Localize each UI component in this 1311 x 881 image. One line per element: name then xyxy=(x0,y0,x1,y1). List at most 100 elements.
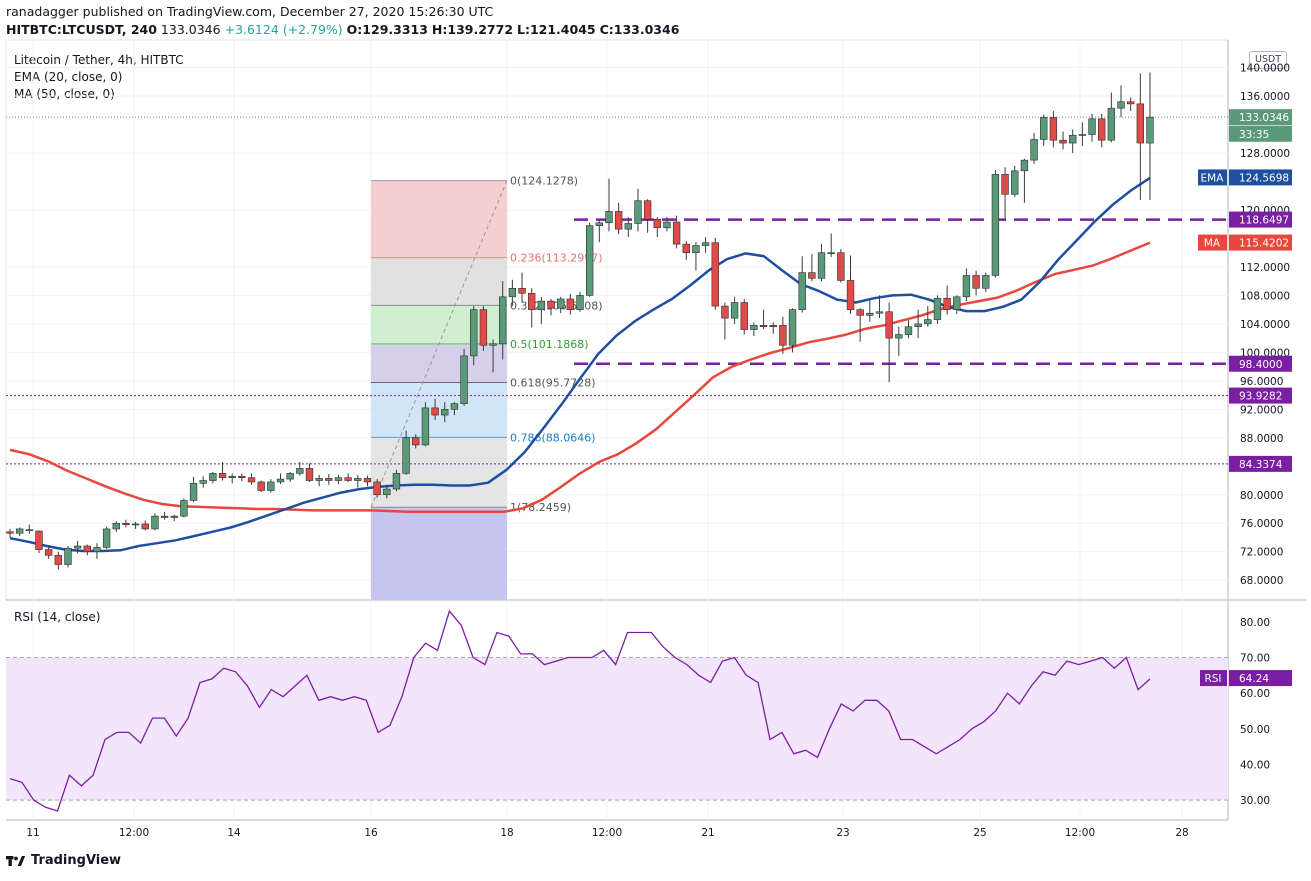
candle-body xyxy=(363,478,372,483)
legend-title[interactable]: Litecoin / Tether, 4h, HITBTC xyxy=(14,53,184,67)
fib-band xyxy=(371,180,507,258)
candle-body xyxy=(392,473,401,490)
time-tick-label: 28 xyxy=(1175,827,1188,839)
candle-body xyxy=(93,547,101,553)
candle-body xyxy=(885,311,893,339)
ema-price-label-bg xyxy=(1229,169,1292,186)
candle-body xyxy=(1030,139,1038,161)
candle-body xyxy=(1001,174,1009,195)
candle-body xyxy=(160,515,169,518)
fib-band xyxy=(371,382,507,438)
candle-body xyxy=(44,549,53,556)
price-tick-label: 108.0000 xyxy=(1240,290,1290,302)
legend-ma[interactable]: MA (50, close, 0) xyxy=(14,87,115,101)
candle-body xyxy=(344,477,352,481)
candle-body xyxy=(180,500,188,517)
candle-body xyxy=(479,309,488,346)
tradingview-icon xyxy=(6,855,26,866)
candle-body xyxy=(83,545,91,553)
fib-label: 0.5(101.1868) xyxy=(510,338,589,351)
candle-body xyxy=(354,478,362,481)
legend-ema[interactable]: EMA (20, close, 0) xyxy=(14,70,123,84)
countdown-label: 33:35 xyxy=(1239,129,1269,141)
candle-body xyxy=(189,483,198,501)
time-tick-label: 14 xyxy=(227,827,241,839)
candle-body xyxy=(421,407,430,446)
candle-body xyxy=(238,475,246,478)
candle-body xyxy=(286,473,294,480)
header: ranadagger published on TradingView.com,… xyxy=(6,3,679,39)
candle-body xyxy=(1136,103,1145,144)
candle-body xyxy=(122,522,130,525)
candle-body xyxy=(15,528,24,534)
fib-band xyxy=(371,257,507,306)
high-value: H:139.2772 xyxy=(431,22,514,37)
fib-label: 0.236(113.2997) xyxy=(510,252,603,265)
candle-body xyxy=(518,287,526,294)
rsi-tag-bg xyxy=(1200,670,1227,687)
candle-body xyxy=(73,545,82,549)
fib-band xyxy=(371,343,507,383)
candle-body xyxy=(759,325,768,328)
candle-body xyxy=(1020,159,1029,172)
candle-body xyxy=(788,309,797,346)
candle-body xyxy=(769,325,777,328)
candle-body xyxy=(199,480,207,484)
candle-body xyxy=(412,437,420,446)
candle-body xyxy=(54,554,62,565)
time-tick-label: 16 xyxy=(364,827,378,839)
symbol[interactable]: HITBTC:LTCUSDT, 240 xyxy=(6,22,157,37)
candle-body xyxy=(663,221,671,229)
fib-label: 0.382(106.6008) xyxy=(510,299,603,312)
candle-body xyxy=(576,295,584,310)
close-value: C:133.0346 xyxy=(599,22,680,37)
price-tick-label: 136.0000 xyxy=(1240,91,1290,103)
candle-body xyxy=(1117,101,1125,109)
candle-body xyxy=(972,275,980,289)
price-tick-label: 92.0000 xyxy=(1240,404,1283,416)
fib-label: 0(124.1278) xyxy=(510,175,578,188)
candle-body xyxy=(943,297,951,310)
countdown-label-bg xyxy=(1229,125,1292,142)
candle-body xyxy=(537,300,546,310)
price-tick-label: 128.0000 xyxy=(1240,148,1290,160)
candle-body xyxy=(6,531,14,534)
candle-body xyxy=(701,242,710,246)
level-label-118-bg xyxy=(1229,211,1292,228)
candle-body xyxy=(614,211,623,230)
open-value: O:129.3313 xyxy=(346,22,428,37)
candle-body xyxy=(151,515,159,530)
candle-body xyxy=(334,477,343,481)
fib-band xyxy=(371,437,507,508)
candle-body xyxy=(721,305,729,319)
rsi-legend[interactable]: RSI (14, close) xyxy=(14,610,101,624)
ma-price-label: 115.4202 xyxy=(1239,238,1289,250)
rsi-value-label: 64.24 xyxy=(1239,673,1269,685)
price-tick-label: 96.0000 xyxy=(1240,376,1283,388)
level-label-93: 93.9282 xyxy=(1239,391,1282,403)
time-tick-label: 18 xyxy=(500,827,513,839)
candle-body xyxy=(441,409,449,416)
rsi-line xyxy=(9,609,1151,812)
candle-body xyxy=(1078,134,1087,136)
candle-body xyxy=(1088,118,1096,135)
time-tick-label: 12:00 xyxy=(592,827,622,839)
candle-body xyxy=(528,292,536,310)
candle-body xyxy=(556,298,565,309)
candle-body xyxy=(315,478,323,481)
candle-body xyxy=(305,468,314,481)
candle-body xyxy=(962,275,971,298)
price-tick-label: 88.0000 xyxy=(1240,433,1283,445)
candle-body xyxy=(837,252,845,281)
fib-label: 1(78.2459) xyxy=(510,501,571,514)
candle-body xyxy=(904,326,913,335)
time-tick-label: 12:00 xyxy=(1065,827,1095,839)
candle-body xyxy=(866,312,874,316)
candle-body xyxy=(682,243,690,253)
currency-button[interactable]: USDT xyxy=(1249,51,1287,69)
tradingview-logo[interactable]: TradingView xyxy=(6,853,121,868)
candle-body xyxy=(711,242,719,307)
candle-body xyxy=(112,522,120,530)
candle-body xyxy=(383,488,391,496)
